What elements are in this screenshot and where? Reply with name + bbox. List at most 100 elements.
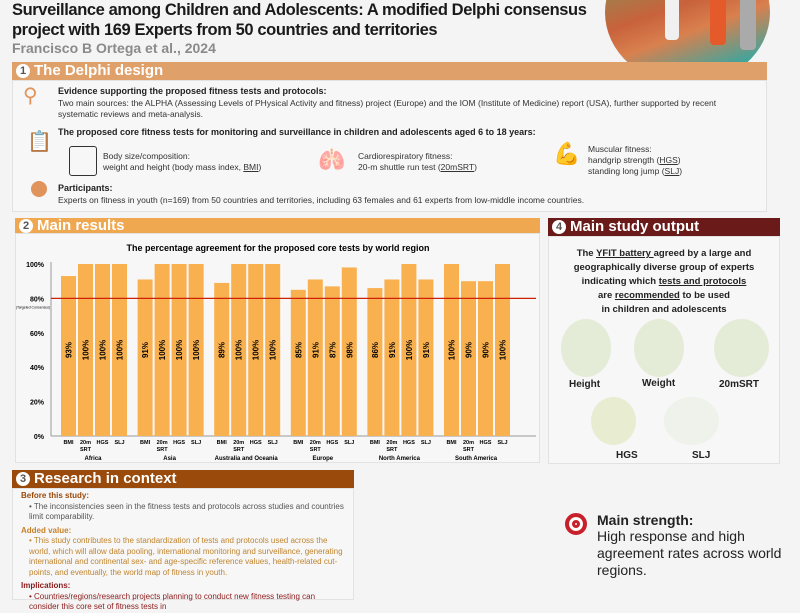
- muscular-text: Muscular fitness: handgrip strength (HGS)…: [588, 144, 683, 176]
- scale-icon: [69, 146, 97, 176]
- x-tick-label: SRT: [157, 447, 169, 453]
- bar: [401, 264, 417, 436]
- label-hgs: HGS: [616, 450, 638, 461]
- page-title: Surveillance among Children and Adolesce…: [12, 1, 587, 39]
- bar: [307, 279, 323, 436]
- data-label: 100%: [175, 340, 184, 360]
- target-icon: [565, 513, 587, 535]
- x-tick-label: HGS: [97, 440, 109, 446]
- region-label: Africa: [84, 456, 102, 462]
- yfit-description: The YFIT battery agreed by a large and g…: [573, 248, 755, 315]
- region-label: Europe: [312, 456, 333, 462]
- added-title: Added value:: [21, 525, 72, 535]
- data-label: 90%: [465, 342, 474, 358]
- data-label: 100%: [116, 340, 125, 360]
- handgrip-illustration: [591, 397, 636, 445]
- x-tick-label: HGS: [403, 440, 415, 446]
- region-label: Asia: [163, 456, 176, 462]
- section-2-header: 2 Main results: [15, 217, 540, 234]
- bar: [214, 282, 230, 436]
- bar: [265, 264, 281, 436]
- data-label: 86%: [371, 342, 380, 358]
- bar: [188, 264, 204, 436]
- magnifier-icon: ⚲: [23, 85, 38, 107]
- bar: [154, 264, 170, 436]
- region-label: North America: [379, 456, 421, 462]
- data-label: 100%: [269, 340, 278, 360]
- data-label: 100%: [99, 340, 108, 360]
- before-title: Before this study:: [21, 491, 90, 500]
- threshold-label: (Targeted Consensus): [16, 305, 50, 309]
- data-label: 100%: [405, 340, 414, 360]
- bar: [444, 264, 459, 436]
- x-tick-label: BMI: [63, 440, 74, 446]
- data-label: 91%: [141, 342, 150, 358]
- bar: [324, 286, 340, 436]
- data-label: 100%: [158, 340, 167, 360]
- x-tick-label: BMI: [446, 440, 457, 446]
- y-tick-label: 20%: [30, 400, 45, 407]
- data-label: 90%: [482, 342, 491, 358]
- x-tick-label: SLJ: [268, 440, 278, 446]
- x-tick-label: 20m: [463, 440, 474, 446]
- weight-illustration: [634, 319, 684, 377]
- bicep-icon: 💪: [553, 141, 581, 166]
- x-tick-label: 20m: [80, 440, 91, 446]
- lungs-icon: 🫁: [318, 147, 346, 172]
- agreement-chart: The percentage agreement for the propose…: [16, 243, 536, 462]
- bar: [478, 281, 493, 436]
- evidence-title: Evidence supporting the proposed fitness…: [58, 86, 327, 96]
- label-slj: SLJ: [692, 450, 711, 461]
- y-tick-label: 0%: [34, 434, 45, 441]
- y-tick-label: 80%: [30, 296, 45, 303]
- participants-title: Participants:: [58, 183, 113, 193]
- cardio-text: Cardiorespiratory fitness: 20-m shuttle r…: [358, 151, 477, 172]
- x-tick-label: BMI: [140, 440, 151, 446]
- x-tick-label: SLJ: [497, 440, 507, 446]
- x-tick-label: SLJ: [114, 440, 124, 446]
- bar: [384, 279, 400, 436]
- region-label: South America: [455, 456, 498, 462]
- x-tick-label: 20m: [386, 440, 397, 446]
- x-tick-label: 20m: [157, 440, 168, 446]
- label-20msrt: 20mSRT: [719, 379, 760, 390]
- bar: [61, 276, 76, 436]
- x-tick-label: SRT: [310, 447, 322, 453]
- chart-title: The percentage agreement for the propose…: [126, 243, 429, 253]
- bar: [495, 264, 510, 436]
- participants-text: Experts on fitness in youth (n=169) from…: [58, 195, 585, 205]
- implications-text: • Countries/regions/research projects pl…: [29, 591, 316, 612]
- y-tick-label: 100%: [26, 262, 45, 269]
- bar: [95, 264, 110, 436]
- main-strength: Main strength: High response and high ag…: [597, 512, 782, 578]
- section-4-body: The YFIT battery agreed by a large and g…: [548, 236, 780, 464]
- data-label: 100%: [192, 340, 201, 360]
- label-weight: Weight: [642, 378, 676, 389]
- added-text: • This study contributes to the standard…: [29, 536, 343, 577]
- data-label: 89%: [218, 342, 227, 358]
- data-label: 100%: [252, 340, 261, 360]
- x-tick-label: BMI: [370, 440, 381, 446]
- height-illustration: [561, 319, 611, 377]
- bar: [171, 264, 187, 436]
- x-tick-label: HGS: [480, 440, 492, 446]
- x-tick-label: 20m: [233, 440, 244, 446]
- tests-title: The proposed core fitness tests for moni…: [58, 127, 536, 137]
- bar: [367, 288, 383, 436]
- x-tick-label: BMI: [293, 440, 304, 446]
- x-tick-label: HGS: [250, 440, 262, 446]
- bar: [137, 279, 153, 436]
- data-label: 100%: [82, 340, 91, 360]
- data-label: 100%: [448, 340, 457, 360]
- before-text: • The inconsistencies seen in the fitnes…: [29, 501, 344, 522]
- section-2-body: The percentage agreement for the propose…: [15, 233, 540, 463]
- bar: [231, 264, 247, 436]
- person-icon: [31, 181, 47, 197]
- x-tick-label: SRT: [463, 447, 475, 453]
- x-tick-label: BMI: [217, 440, 228, 446]
- evidence-text: Two main sources: the ALPHA (Assessing L…: [58, 98, 717, 119]
- region-label: Australia and Oceania: [215, 456, 279, 462]
- x-tick-label: HGS: [326, 440, 338, 446]
- data-label: 87%: [328, 342, 337, 358]
- x-tick-label: SRT: [233, 447, 245, 453]
